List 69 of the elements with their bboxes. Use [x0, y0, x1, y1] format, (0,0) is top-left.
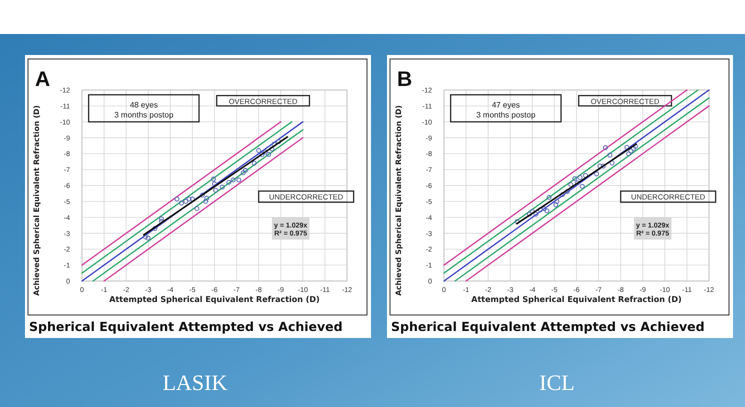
point	[226, 180, 232, 185]
point	[610, 160, 615, 166]
point	[553, 202, 558, 208]
point	[213, 188, 218, 193]
text: Spherical Equivalent Attempted vs Achieved	[391, 319, 705, 334]
point	[260, 152, 264, 157]
point	[230, 177, 236, 182]
point	[174, 196, 180, 202]
point	[266, 152, 272, 157]
point	[542, 206, 547, 212]
annotation: 3 months postop	[476, 110, 536, 120]
point	[560, 192, 565, 198]
annotation: 3 months postop	[114, 110, 174, 120]
point	[578, 175, 582, 180]
point	[142, 234, 148, 240]
point	[602, 145, 608, 150]
point	[262, 150, 268, 155]
text: Spherical Equivalent Attempted vs Achieved	[29, 319, 343, 334]
point	[200, 192, 205, 198]
point	[210, 176, 216, 182]
point	[628, 148, 634, 154]
point	[514, 219, 520, 224]
annotation: 48 eyes	[130, 100, 158, 110]
point	[272, 142, 277, 147]
point	[583, 173, 588, 178]
point	[544, 208, 550, 214]
point	[159, 218, 164, 224]
point	[242, 168, 248, 173]
point	[564, 188, 570, 194]
point	[624, 144, 630, 150]
point	[631, 146, 636, 151]
point	[186, 196, 192, 202]
point	[159, 216, 164, 222]
point	[183, 198, 188, 204]
annotation: 47 eyes	[492, 100, 520, 110]
point	[533, 212, 538, 217]
point	[256, 148, 262, 153]
point	[554, 198, 560, 204]
point	[194, 206, 200, 212]
x-axis-title: Attempted Spherical Equivalent Refraction (D)	[109, 295, 320, 304]
point	[203, 198, 208, 204]
point	[240, 170, 246, 176]
point	[546, 194, 552, 200]
point	[220, 184, 225, 190]
point	[568, 182, 574, 188]
point	[190, 196, 195, 202]
point	[204, 196, 210, 201]
point	[580, 184, 585, 189]
point	[276, 139, 281, 144]
point	[269, 146, 274, 152]
point	[152, 226, 158, 231]
x-axis-title: Attempted Spherical Equivalent Refraction (D)	[471, 295, 682, 304]
point	[572, 176, 578, 182]
point	[146, 236, 150, 240]
point	[626, 151, 632, 156]
point	[600, 164, 606, 169]
text: A	[35, 68, 50, 91]
point	[574, 180, 580, 186]
text: ICL	[539, 370, 575, 395]
point	[178, 200, 184, 206]
point	[594, 171, 600, 176]
point	[607, 152, 612, 158]
point	[236, 177, 242, 182]
text: B	[397, 68, 412, 91]
point	[527, 212, 532, 217]
point	[538, 207, 543, 212]
text: LASIK	[162, 370, 228, 395]
point	[252, 160, 257, 166]
point	[212, 181, 217, 186]
